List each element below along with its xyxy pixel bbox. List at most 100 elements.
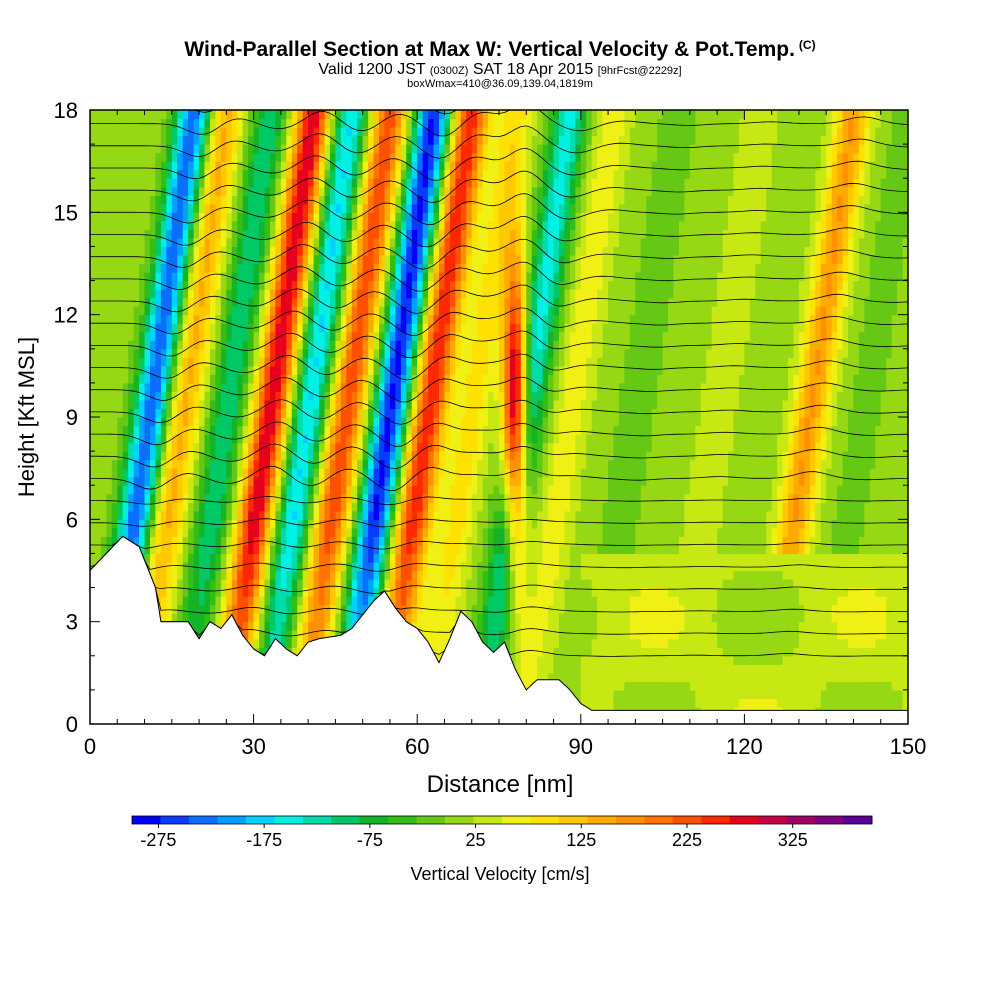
field-cell — [204, 161, 211, 171]
field-cell — [128, 408, 135, 418]
field-cell — [264, 220, 271, 230]
field-cell — [209, 442, 217, 452]
field-cell — [384, 468, 391, 478]
field-cell — [231, 195, 238, 205]
field-cell — [422, 621, 429, 631]
field-cell — [242, 348, 249, 358]
field-cell — [340, 110, 347, 120]
field-cell — [291, 561, 298, 572]
field-cell — [248, 425, 255, 435]
field-cell — [259, 365, 266, 375]
field-cell — [439, 613, 446, 623]
field-cell — [308, 561, 315, 572]
field-cell — [231, 289, 238, 299]
field-cell — [346, 502, 353, 512]
field-cell — [286, 425, 293, 435]
field-cell — [400, 229, 407, 239]
field-cell — [368, 220, 375, 230]
field-cell — [460, 186, 467, 196]
field-cell — [439, 382, 446, 393]
field-cell — [90, 280, 97, 290]
field-cell — [177, 331, 184, 341]
field-cell — [95, 152, 102, 162]
field-cell — [362, 254, 369, 265]
field-cell — [139, 246, 146, 256]
field-cell — [319, 272, 326, 282]
field-cell — [373, 485, 380, 495]
field-cell — [297, 391, 304, 401]
field-cell — [117, 382, 124, 393]
field-cell — [204, 118, 211, 128]
field-cell — [155, 476, 162, 486]
field-cell — [90, 314, 97, 324]
field-cell — [319, 425, 326, 435]
field-cell — [280, 527, 287, 537]
field-cell — [411, 391, 418, 401]
field-cell — [199, 579, 206, 589]
field-cell — [313, 237, 320, 248]
field-cell — [199, 178, 206, 188]
field-cell — [340, 340, 347, 350]
field-cell — [297, 604, 304, 614]
field-cell — [160, 442, 167, 452]
field-cell — [280, 596, 287, 606]
field-cell — [417, 561, 424, 572]
field-cell — [340, 468, 347, 478]
field-cell — [335, 229, 342, 239]
field-cell — [264, 630, 271, 640]
field-cell — [133, 399, 140, 410]
field-cell — [160, 144, 167, 154]
field-cell — [155, 510, 162, 520]
field-cell — [449, 399, 456, 410]
field-cell — [275, 408, 282, 418]
field-cell — [106, 246, 113, 256]
field-cell — [286, 459, 293, 469]
field-cell — [139, 451, 146, 461]
field-cell — [335, 365, 342, 375]
field-cell — [319, 476, 326, 486]
field-cell — [346, 237, 353, 248]
field-cell — [209, 220, 217, 230]
field-cell — [335, 135, 342, 145]
field-cell — [329, 297, 336, 307]
field-cell — [291, 314, 298, 324]
field-cell — [411, 382, 418, 393]
field-cell — [117, 391, 124, 401]
field-cell — [351, 365, 358, 375]
field-cell — [395, 237, 402, 248]
field-cell — [182, 579, 189, 589]
field-cell — [422, 289, 429, 299]
field-cell — [373, 152, 380, 162]
field-cell — [433, 451, 440, 461]
field-cell — [286, 510, 293, 520]
field-cell — [155, 152, 162, 162]
field-cell — [122, 485, 129, 495]
field-cell — [204, 493, 211, 503]
field-cell — [253, 527, 260, 537]
field-cell — [248, 169, 255, 179]
field-cell — [237, 374, 244, 384]
field-cell — [406, 391, 413, 401]
field-cell — [395, 246, 402, 256]
field-cell — [346, 220, 353, 230]
field-cell — [166, 365, 173, 375]
field-cell — [411, 485, 418, 495]
field-cell — [291, 468, 298, 478]
field-cell — [248, 237, 255, 248]
field-cell — [253, 306, 260, 316]
field-cell — [253, 382, 260, 393]
field-cell — [95, 553, 102, 563]
field-cell — [455, 340, 462, 350]
field-cell — [455, 297, 462, 307]
field-cell — [384, 254, 391, 265]
field-cell — [226, 161, 233, 171]
field-cell — [155, 434, 162, 444]
field-cell — [280, 485, 287, 495]
field-cell — [149, 553, 157, 563]
field-cell — [389, 459, 396, 469]
field-cell — [335, 280, 342, 290]
field-cell — [302, 212, 309, 222]
field-cell — [253, 417, 260, 427]
field-cell — [90, 493, 97, 503]
field-cell — [242, 596, 249, 606]
